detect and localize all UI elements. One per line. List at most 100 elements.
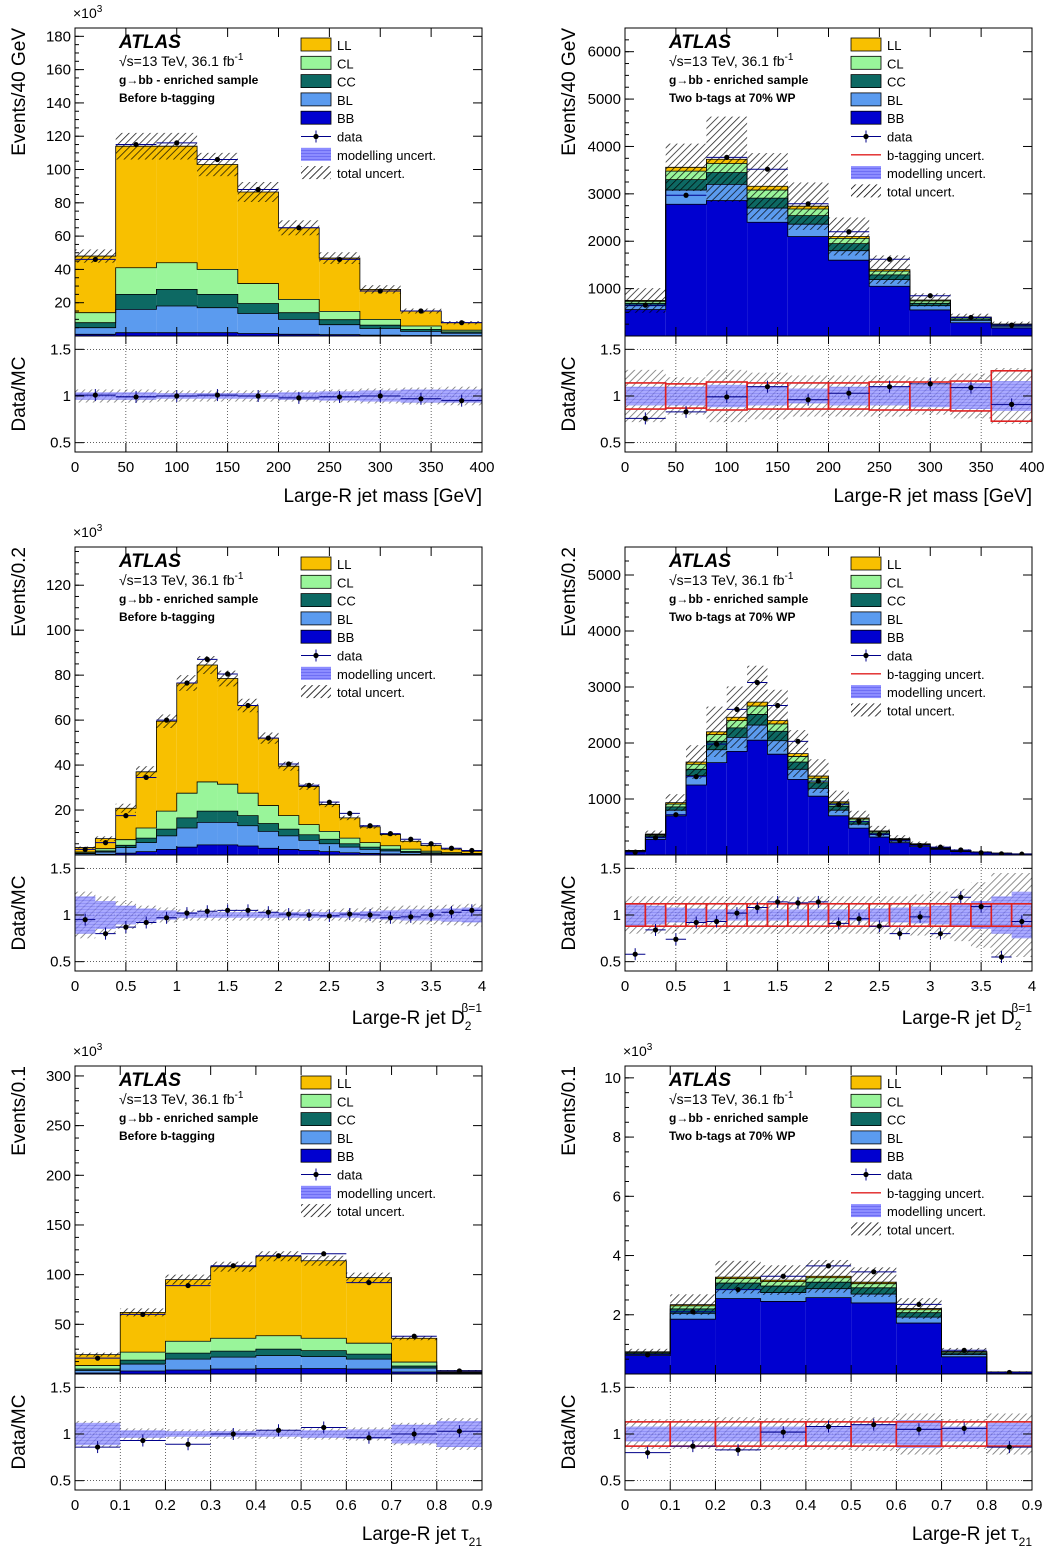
legend-swatch-BL [301, 612, 331, 625]
ratio-point-2 [174, 393, 179, 398]
bar-BL-5 [301, 1357, 346, 1369]
ratio-point-4 [256, 393, 261, 398]
legend-model-swatch [851, 685, 881, 698]
legend-data-marker [863, 1172, 868, 1177]
y-axis-label: Events/40 GeV [9, 28, 30, 156]
data-point-13 [347, 811, 352, 816]
bar-BB-1 [666, 204, 707, 336]
total-unc-band-7 [767, 690, 787, 752]
y-tick-label: 2000 [588, 233, 621, 250]
y-tick-label: 140 [46, 95, 71, 112]
bar-BB-6 [869, 286, 910, 336]
legend-label-data: data [887, 1168, 913, 1183]
legend-swatch-BB [301, 630, 331, 643]
legend-swatch-LL [851, 1076, 881, 1089]
x-axis-label-text: Large-R jet τ [362, 1524, 469, 1545]
x-tick-label: 300 [918, 459, 943, 476]
legend-label-BB: BB [337, 111, 354, 126]
data-point-1 [103, 840, 108, 845]
ratio-y-tick-label: 0.5 [50, 435, 71, 452]
ratio-point-5 [296, 395, 301, 400]
bar-BL-6 [197, 822, 217, 844]
ratio-point-10 [836, 921, 841, 926]
ratio-plot-area [625, 336, 1032, 452]
total-unc-band-6 [896, 1298, 941, 1319]
y-exponent-base: ×10 [73, 1043, 97, 1059]
y-tick-label: 200 [46, 1167, 71, 1184]
x-tick-label: 1.5 [217, 978, 238, 995]
x-axis-label: Large-R jet τ21 [362, 1524, 482, 1549]
bar-BL-13 [340, 847, 360, 853]
energy-lumi-label: √s=13 TeV, 36.1 fb-1 [119, 1090, 244, 1107]
legend-label-BL: BL [337, 93, 353, 108]
y-tick-label: 1000 [588, 281, 621, 298]
legend-swatch-LL [301, 38, 331, 51]
bar-BB-6 [747, 740, 767, 855]
data-point-10 [286, 761, 291, 766]
bar-BL-7 [392, 1368, 437, 1372]
total-unc-band-9 [808, 759, 828, 793]
ratio-plot-area [625, 1374, 1032, 1490]
ratio-point-1 [683, 409, 688, 414]
ratio-model-unc-16 [951, 904, 971, 926]
bar-LL-5 [301, 1261, 346, 1338]
data-point-5 [846, 229, 851, 234]
legend-label-BL: BL [887, 93, 903, 108]
energy-lumi-text: √s=13 TeV, 36.1 fb [119, 572, 235, 588]
total-unc-band-6 [747, 666, 767, 739]
data-point-6 [916, 1302, 921, 1307]
ratio-y-axis-label: Data/MC [9, 1395, 30, 1470]
x-tick-label: 150 [215, 459, 240, 476]
bar-CC-6 [319, 320, 360, 325]
bar-CL-3 [136, 828, 156, 838]
y-tick-label: 80 [54, 195, 71, 212]
data-point-5 [734, 707, 739, 712]
legend-label-LL: LL [887, 38, 901, 53]
total-unc-band-5 [829, 218, 870, 256]
bar-CC-10 [279, 829, 299, 836]
x-tick-label: 1 [723, 978, 731, 995]
ratio-point-18 [999, 954, 1004, 959]
total-unc-band-2 [666, 794, 686, 811]
y-tick-label: 300 [46, 1068, 71, 1085]
ratio-point-7 [962, 1426, 967, 1431]
ratio-y-tick-label: 1 [63, 388, 71, 405]
x-tick-label: 200 [816, 459, 841, 476]
ratio-plot-area [625, 855, 1032, 971]
bar-BB-4 [156, 849, 176, 855]
legend-label-CL: CL [337, 1094, 354, 1109]
legend-label-data: data [337, 649, 363, 664]
bar-BB-7 [942, 1357, 987, 1374]
data-point-7 [928, 293, 933, 298]
x-tick-label: 0.6 [336, 1497, 357, 1514]
legend-swatch-CL [851, 1094, 881, 1107]
x-axis-label: Large-R jet τ21 [912, 1524, 1032, 1549]
ratio-plot-area [75, 855, 482, 971]
ratio-point-0 [95, 1444, 100, 1449]
bar-BL-9 [258, 831, 278, 848]
ratio-y-tick-label: 1 [613, 907, 621, 924]
total-unc-band-3 [686, 745, 706, 779]
x-tick-label: 0.4 [795, 1497, 816, 1514]
legend-label-LL: LL [337, 38, 351, 53]
selection-label: Two b-tags at 70% WP [669, 91, 795, 105]
bar-BB-3 [211, 1369, 256, 1374]
bar-CC-1 [120, 1360, 165, 1364]
legend-total-swatch [851, 703, 881, 716]
bar-CC-9 [258, 824, 278, 832]
bar-CL-8 [401, 326, 442, 329]
bar-BB-5 [851, 1303, 896, 1374]
bar-CL-2 [116, 840, 136, 846]
y-exponent-base: ×10 [623, 1043, 647, 1059]
bar-BB-4 [806, 1298, 851, 1374]
data-point-18 [999, 851, 1004, 856]
bar-CL-4 [156, 811, 176, 829]
ratio-y-axis-label: Data/MC [559, 876, 580, 951]
bar-BB-8 [238, 846, 258, 855]
ratio-point-3 [231, 1431, 236, 1436]
ratio-point-16 [408, 914, 413, 919]
ratio-model-unc-2 [715, 1427, 760, 1442]
data-point-1 [653, 835, 658, 840]
ratio-point-3 [765, 384, 770, 389]
ratio-point-3 [215, 392, 220, 397]
